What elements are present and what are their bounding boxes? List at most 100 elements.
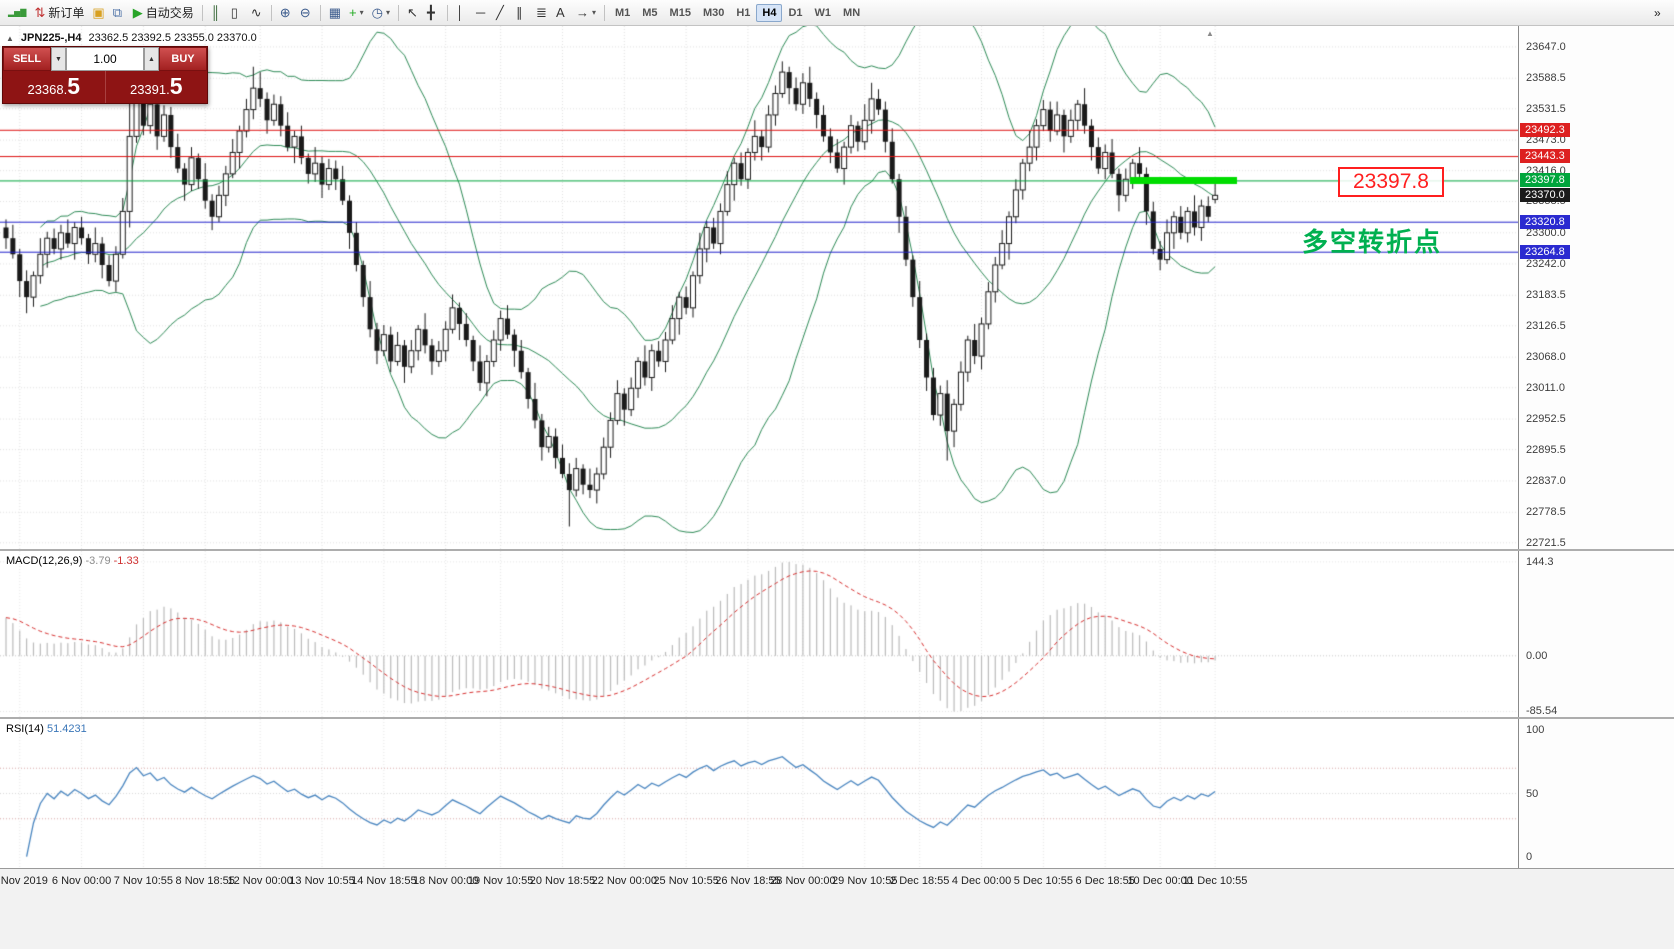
line-chart-button[interactable]: ∿: [247, 3, 267, 23]
ohlc-values: 23362.5 23392.5 23355.0 23370.0: [88, 32, 257, 44]
timeframe-m30[interactable]: M30: [702, 6, 725, 19]
toolbar-separator: [446, 4, 448, 21]
dropdown-caret-icon: ▾: [385, 8, 390, 17]
axis-tick-label: 23647.0: [1526, 40, 1566, 53]
timeframe-mn[interactable]: MN: [843, 6, 861, 19]
timeframe-d1[interactable]: D1: [788, 6, 803, 19]
vertical-line-button[interactable]: │: [452, 3, 472, 23]
timeframe-m1[interactable]: M1: [614, 6, 631, 19]
windows-icon: ⧉: [112, 5, 122, 20]
sell-price-main: 23368.: [27, 82, 68, 97]
price-tag-23370.0: 23370.0: [1520, 188, 1570, 203]
time-label: 13 Nov 10:55: [289, 875, 355, 887]
chart-window: ▲ JPN225-,H4 23362.5 23392.5 23355.0 233…: [0, 26, 1674, 949]
collapse-trade-panel-icon[interactable]: ▲: [6, 33, 14, 43]
axis-tick-label: 23183.5: [1526, 289, 1566, 302]
profiles-button[interactable]: ▣: [88, 3, 108, 23]
time-label: 4 Dec 00:00: [951, 875, 1012, 887]
macd-main-value: -3.79: [85, 555, 111, 567]
algo-trading-button[interactable]: ▶ 自动交易: [129, 3, 198, 23]
timeframe-w1[interactable]: W1: [814, 6, 832, 19]
time-label: 6 Nov 00:00: [51, 875, 112, 887]
time-label: 12 Nov 00:00: [227, 875, 293, 887]
toolbar-overflow-button[interactable]: »: [1654, 5, 1661, 20]
zoom-in-button[interactable]: ⊕: [276, 3, 296, 23]
axis-tick-label: 23588.5: [1526, 72, 1566, 85]
time-label: 14 Nov 18:55: [351, 875, 417, 887]
equidistant-channel-button[interactable]: ∥: [512, 3, 532, 23]
toolbar-separator: [201, 4, 203, 21]
candlestick-chart-button[interactable]: ▯: [227, 3, 247, 23]
axis-tick-label: 0: [1526, 850, 1533, 863]
price-tag-23264.8: 23264.8: [1520, 244, 1570, 259]
time-label: 5 Dec 10:55: [1013, 875, 1074, 887]
buy-price-pip: 5: [169, 73, 183, 99]
axis-tick-label: 23126.5: [1526, 319, 1566, 332]
axis-tick-label: 23068.0: [1526, 351, 1566, 364]
toolbar: ▂▅▇ ⇅ 新订单 ▣ ⧉ ▶ 自动交易 ║ ▯ ∿ ⊕ ⊖ ▦ + ▾ ◷ ▾ ↖ ╋ │ ─ ╱ ∥ ≣ A → ▾ M1 M5 M1…: [0, 0, 1674, 26]
time-label: 18 Nov 00:00: [412, 875, 479, 887]
rsi-pane-canvas[interactable]: [0, 719, 1518, 868]
buy-button[interactable]: BUY: [159, 47, 207, 71]
arrows-icon: →: [575, 5, 589, 20]
one-click-trading-panel: SELL ▼ ▲ BUY 23368.5 23391.5: [2, 46, 208, 104]
symbol-info: ▲ JPN225-,H4 23362.5 23392.5 23355.0 233…: [6, 32, 257, 44]
rsi-pane-separator[interactable]: [0, 717, 1674, 719]
axis-tick-label: 22721.5: [1526, 536, 1566, 549]
rsi-value: 51.4231: [46, 723, 87, 735]
toolbar-separator: [603, 4, 605, 21]
text-button[interactable]: A: [552, 3, 572, 23]
macd-pane-canvas[interactable]: [0, 551, 1518, 717]
price-tag-23397.8: 23397.8: [1520, 173, 1570, 188]
buy-price[interactable]: 23391. 5: [106, 71, 208, 103]
time-label: 6 Dec 18:55: [1075, 875, 1135, 887]
arrows-button[interactable]: → ▾: [572, 3, 600, 23]
price-tag-23443.3: 23443.3: [1520, 149, 1570, 164]
trendline-button[interactable]: ╱: [492, 3, 512, 23]
cursor-button[interactable]: ↖: [403, 3, 423, 23]
macd-pane-separator[interactable]: [0, 549, 1674, 551]
axis-tick-label: 23242.0: [1526, 257, 1566, 270]
timeframe-m5[interactable]: M5: [642, 6, 658, 19]
timeframe-m15[interactable]: M15: [669, 6, 691, 19]
time-label: 7 Nov 10:55: [113, 875, 174, 887]
buy-price-main: 23391.: [129, 82, 170, 97]
time-label: 22 Nov 00:00: [591, 875, 658, 887]
new-order-button[interactable]: ⇅ 新订单: [30, 3, 88, 23]
algo-trading-button-label: 自动交易: [145, 6, 194, 20]
new-chart-button[interactable]: ▂▅▇: [4, 3, 30, 23]
crosshair-button[interactable]: ╋: [423, 3, 443, 23]
dropdown-caret-icon: ▾: [359, 8, 364, 17]
time-label: 19 Nov 10:55: [467, 875, 534, 887]
period-button[interactable]: ◷ ▾: [368, 3, 394, 23]
volume-input[interactable]: [66, 47, 144, 71]
horizontal-line-button[interactable]: ─: [472, 3, 492, 23]
toolbar-separator: [270, 4, 272, 21]
algo-trading-icon: ▶: [132, 5, 143, 20]
sell-price-pip: 5: [67, 73, 81, 99]
timeframe-h1[interactable]: H1: [736, 6, 751, 19]
macd-label: MACD(12,26,9) -3.79 -1.33: [6, 555, 139, 567]
axis-tick-label: 23531.5: [1526, 102, 1566, 115]
fibonacci-button[interactable]: ≣: [532, 3, 552, 23]
zoom-in-icon: ⊕: [279, 5, 291, 20]
horizontal-line-icon: ─: [475, 5, 486, 20]
price-chart-canvas[interactable]: [0, 26, 1518, 549]
line-chart-icon: ∿: [250, 5, 262, 20]
crosshair-icon: ╋: [426, 5, 435, 20]
sell-button[interactable]: SELL: [3, 47, 51, 71]
rsi-label: RSI(14) 51.4231: [6, 723, 87, 735]
windows-button[interactable]: ⧉: [109, 3, 129, 23]
timeframe-h4[interactable]: H4: [756, 3, 783, 22]
chart-shift-marker[interactable]: ▲: [1206, 29, 1214, 38]
volume-decrease-button[interactable]: ▼: [51, 47, 66, 71]
zoom-out-button[interactable]: ⊖: [296, 3, 316, 23]
macd-name: MACD(12,26,9): [6, 555, 83, 567]
bars-chart-button[interactable]: ║: [207, 3, 227, 23]
grid-button[interactable]: ▦: [325, 3, 345, 23]
equidistant-channel-icon: ∥: [515, 5, 523, 20]
volume-increase-button[interactable]: ▲: [144, 47, 159, 71]
indicators-button[interactable]: + ▾: [345, 3, 368, 23]
rsi-name: RSI(14): [6, 723, 44, 735]
sell-price[interactable]: 23368. 5: [3, 71, 106, 103]
